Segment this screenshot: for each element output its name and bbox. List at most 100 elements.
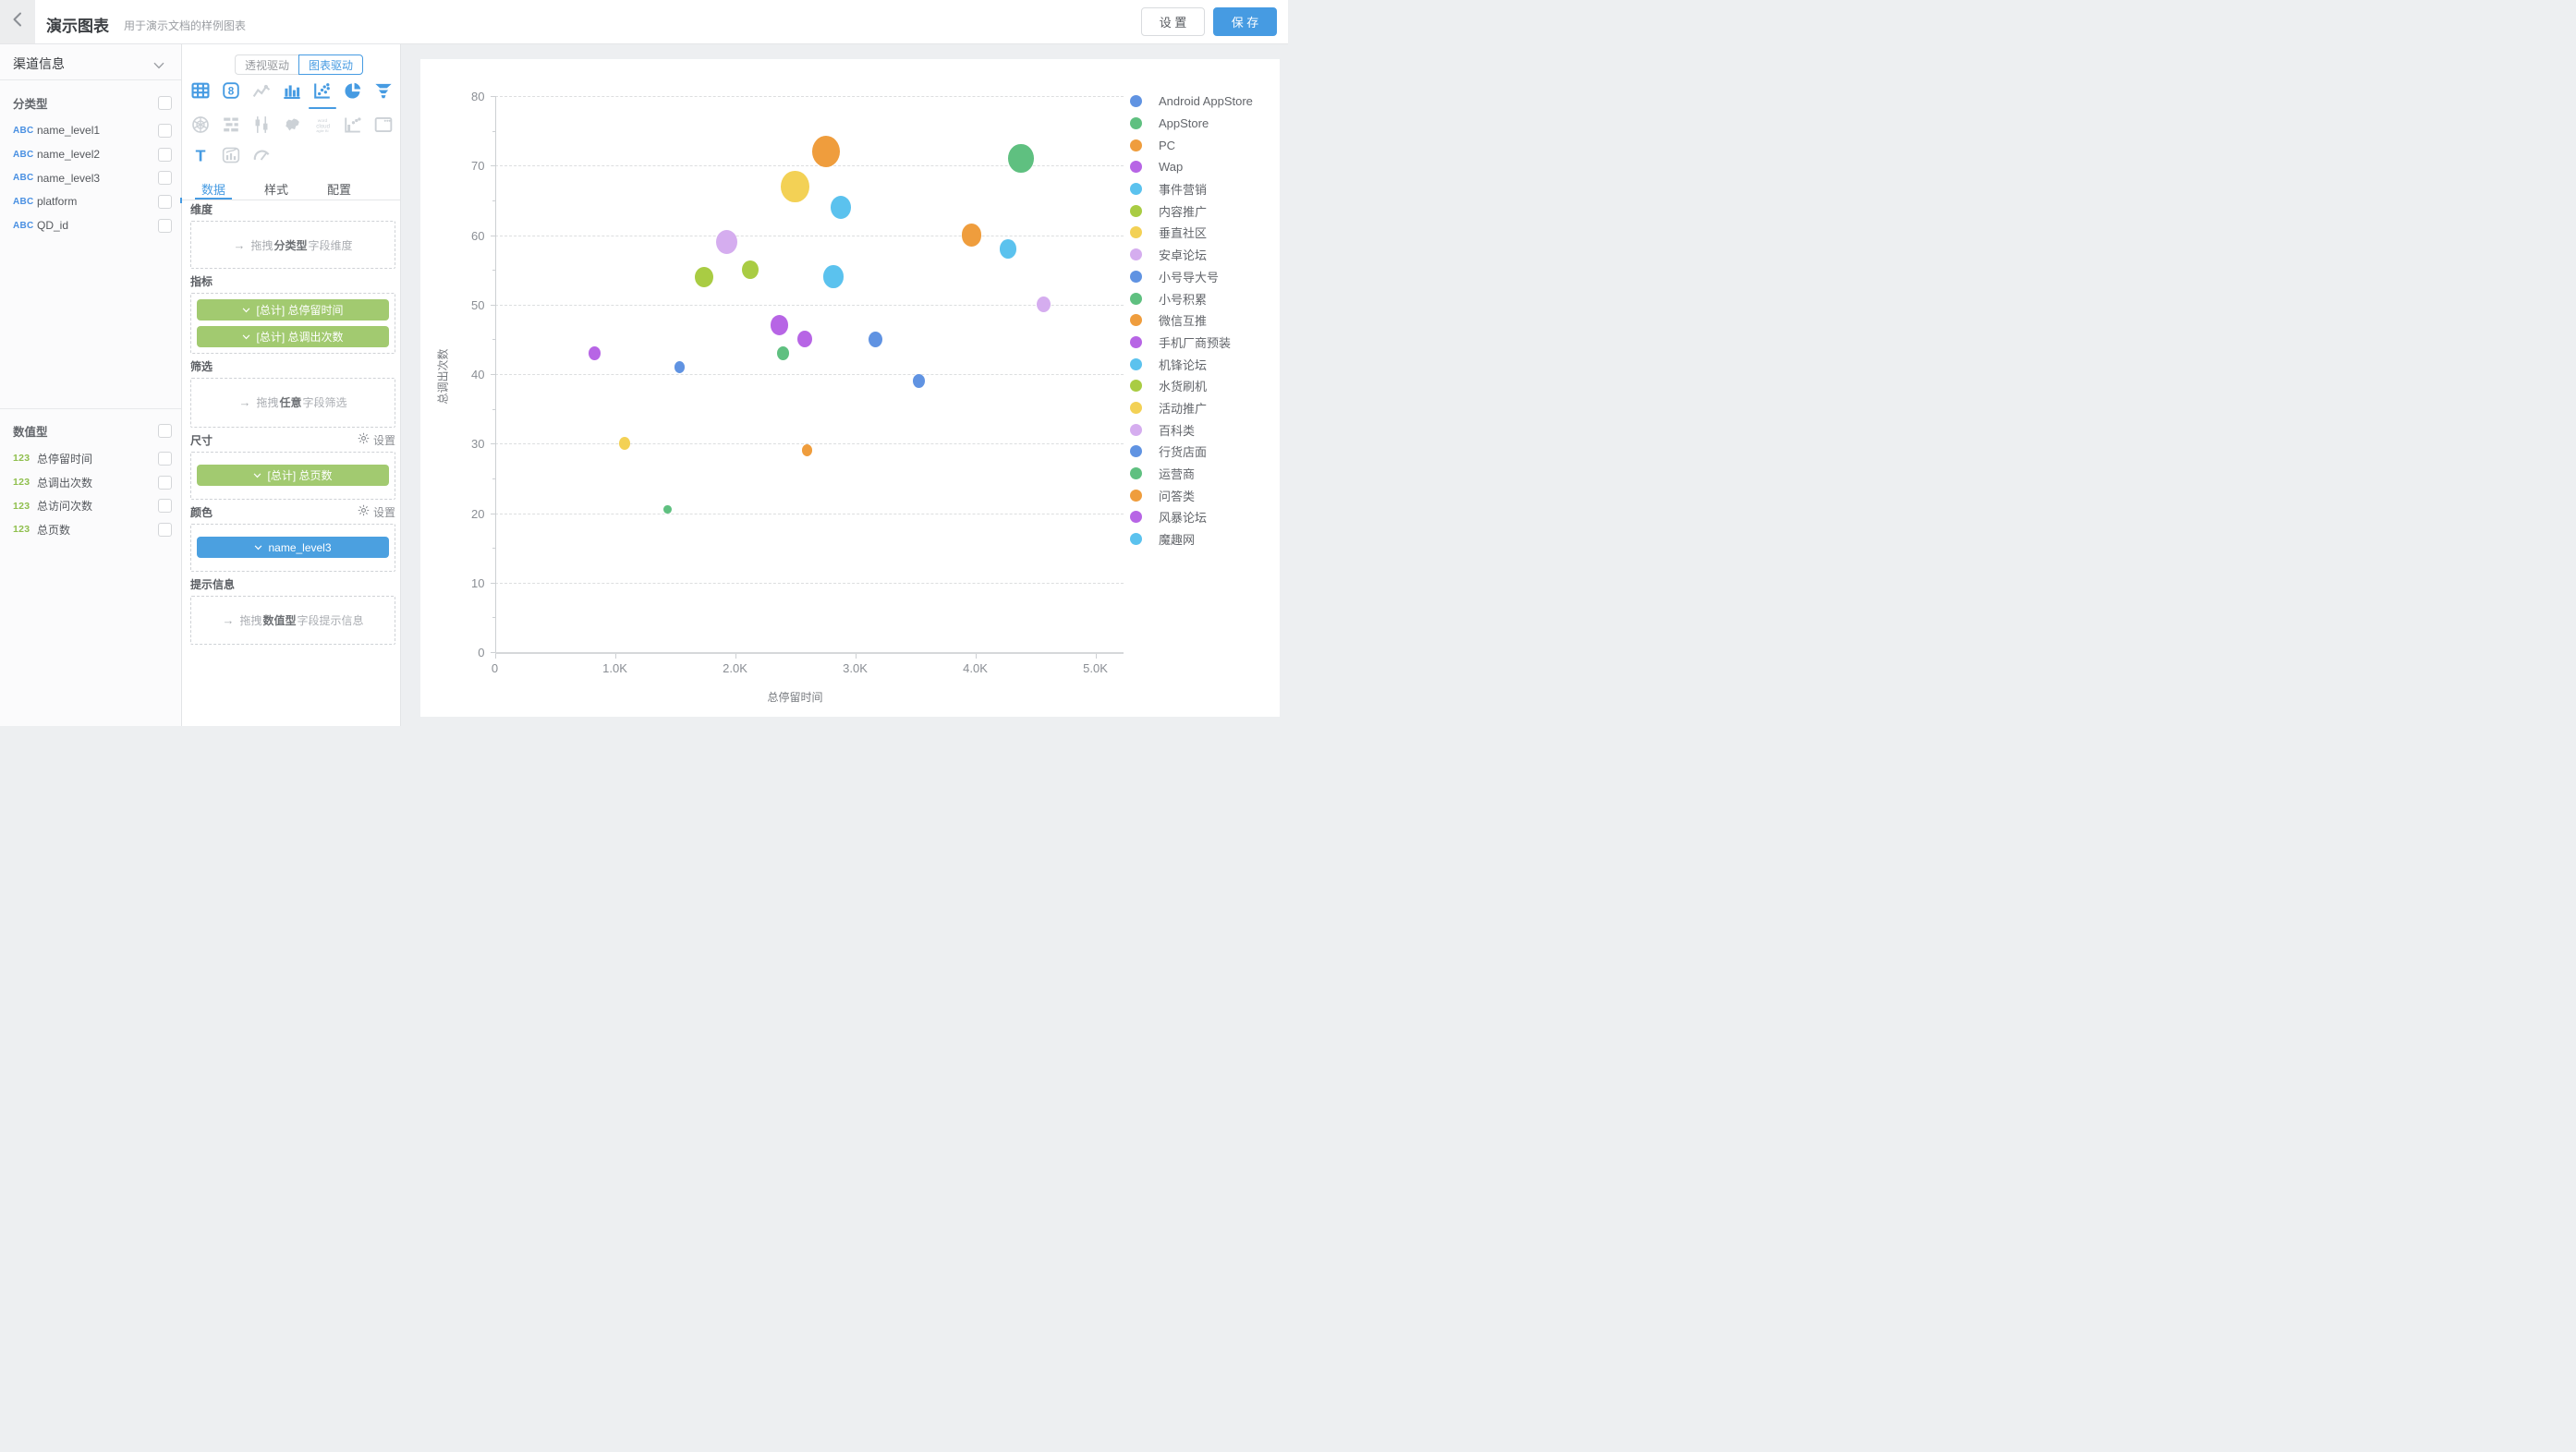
field-row[interactable]: ABC QD_id (13, 213, 172, 237)
tab-data[interactable]: 数据 (195, 180, 233, 200)
bubble[interactable] (869, 331, 883, 347)
group-checkbox[interactable] (158, 96, 172, 110)
bubble[interactable] (1037, 296, 1051, 313)
legend-item[interactable]: AppStore (1130, 113, 1253, 135)
dataset-selector[interactable]: 渠道信息 (0, 44, 181, 80)
legend-item[interactable]: 小号导大号 (1130, 266, 1253, 288)
field-checkbox[interactable] (158, 522, 172, 537)
legend-item[interactable]: Wap (1130, 156, 1253, 178)
text-icon[interactable]: T (191, 145, 211, 164)
bubble[interactable] (801, 444, 813, 457)
bar-chart-icon[interactable] (283, 80, 302, 100)
combo-scatter-icon[interactable] (344, 115, 363, 134)
bubble[interactable] (674, 361, 686, 373)
field-checkbox[interactable] (158, 451, 172, 466)
mode-tab-chart[interactable]: 图表驱动 (298, 54, 364, 75)
table-icon[interactable] (191, 80, 211, 100)
bubble[interactable] (1008, 144, 1034, 174)
pie-chart-icon[interactable] (344, 80, 363, 100)
legend-item[interactable]: 行货店面 (1130, 441, 1253, 463)
legend-item[interactable]: 运营商 (1130, 463, 1253, 485)
field-row[interactable]: ABC name_level1 (13, 119, 172, 143)
field-checkbox[interactable] (158, 171, 172, 186)
field-row[interactable]: 123 总停留时间 (13, 447, 172, 471)
back-button[interactable] (0, 0, 35, 43)
gantt-chart-icon[interactable] (222, 115, 241, 134)
field-row[interactable]: 123 总访问次数 (13, 494, 172, 518)
word-cloud-icon[interactable]: word cloud agile BI (313, 115, 333, 134)
legend-item[interactable]: 手机厂商预装 (1130, 332, 1253, 354)
legend-item[interactable]: 机锋论坛 (1130, 353, 1253, 375)
legend-item[interactable]: 活动推广 (1130, 397, 1253, 419)
legend-item[interactable]: 小号积累 (1130, 287, 1253, 309)
legend-item[interactable]: 问答类 (1130, 484, 1253, 506)
candlestick-chart-icon[interactable] (252, 115, 272, 134)
bubble[interactable] (770, 315, 789, 336)
field-checkbox[interactable] (158, 194, 172, 209)
group-checkbox[interactable] (158, 424, 172, 438)
save-button[interactable]: 保 存 (1213, 7, 1277, 36)
legend-item[interactable]: 水货刷机 (1130, 375, 1253, 397)
bubble[interactable] (715, 229, 738, 255)
measures-dropzone[interactable]: [总计] 总停留时间 [总计] 总调出次数 (190, 293, 395, 354)
field-checkbox[interactable] (158, 147, 172, 162)
panel-resize-handle[interactable] (179, 198, 182, 203)
field-checkbox[interactable] (158, 123, 172, 138)
field-row[interactable]: ABC platform (13, 190, 172, 214)
size-settings-button[interactable]: 设置 (358, 432, 395, 448)
legend-item[interactable]: 魔趣网 (1130, 528, 1253, 551)
field-checkbox[interactable] (158, 475, 172, 490)
bubble[interactable] (694, 266, 713, 287)
bubble[interactable] (663, 504, 672, 514)
bubble[interactable] (961, 224, 982, 247)
tab-style[interactable]: 样式 (264, 183, 289, 197)
bubble[interactable] (776, 346, 790, 360)
legend-item[interactable]: Android AppStore (1130, 91, 1253, 113)
bubble[interactable] (999, 239, 1016, 259)
legend-item[interactable]: 安卓论坛 (1130, 244, 1253, 266)
measure-pill[interactable]: [总计] 总调出次数 (197, 326, 389, 347)
card-chart-icon[interactable] (374, 115, 394, 134)
measure-pill[interactable]: [总计] 总停留时间 (197, 299, 389, 321)
scatter-chart-icon[interactable] (313, 80, 333, 100)
color-pill[interactable]: name_level3 (197, 537, 389, 558)
line-chart-icon[interactable] (252, 80, 272, 100)
legend-item[interactable]: 微信互推 (1130, 309, 1253, 332)
color-dropzone[interactable]: name_level3 (190, 523, 395, 572)
dimension-dropzone[interactable]: → 拖拽 分类型 字段维度 (190, 221, 395, 269)
legend-item[interactable]: 百科类 (1130, 418, 1253, 441)
number-card-icon[interactable]: 8 (222, 80, 241, 100)
mode-tab-pivot[interactable]: 透视驱动 (235, 54, 299, 75)
map-chart-icon[interactable] (283, 115, 302, 134)
field-row[interactable]: 123 总页数 (13, 518, 172, 542)
size-dropzone[interactable]: [总计] 总页数 (190, 451, 395, 500)
field-checkbox[interactable] (158, 499, 172, 514)
legend-item[interactable]: 事件营销 (1130, 178, 1253, 200)
color-settings-button[interactable]: 设置 (358, 504, 395, 520)
bubble[interactable] (618, 437, 630, 451)
field-row[interactable]: ABC name_level2 (13, 142, 172, 166)
bubble[interactable] (588, 346, 601, 360)
filter-dropzone[interactable]: → 拖拽 任意 字段筛选 (190, 378, 395, 428)
legend-item[interactable]: 风暴论坛 (1130, 506, 1253, 528)
gauge-chart-icon[interactable] (252, 145, 272, 164)
legend-item[interactable]: 垂直社区 (1130, 222, 1253, 244)
tab-config[interactable]: 配置 (327, 183, 352, 197)
tooltip-dropzone[interactable]: → 拖拽 数值型 字段提示信息 (190, 595, 395, 645)
bubble[interactable] (781, 170, 809, 202)
settings-button[interactable]: 设 置 (1141, 7, 1205, 36)
size-pill[interactable]: [总计] 总页数 (197, 465, 389, 486)
field-row[interactable]: ABC name_level3 (13, 166, 172, 190)
legend-item[interactable]: PC (1130, 134, 1253, 156)
bubble[interactable] (796, 331, 812, 348)
legend-item[interactable]: 内容推广 (1130, 200, 1253, 222)
funnel-chart-icon[interactable] (374, 80, 394, 100)
bubble[interactable] (830, 195, 852, 220)
field-row[interactable]: 123 总调出次数 (13, 470, 172, 494)
bubble[interactable] (742, 260, 759, 280)
bubble[interactable] (912, 374, 925, 388)
field-checkbox[interactable] (158, 218, 172, 233)
combo-chart-icon[interactable] (222, 145, 241, 164)
radar-chart-icon[interactable] (191, 115, 211, 134)
bubble[interactable] (812, 136, 841, 168)
